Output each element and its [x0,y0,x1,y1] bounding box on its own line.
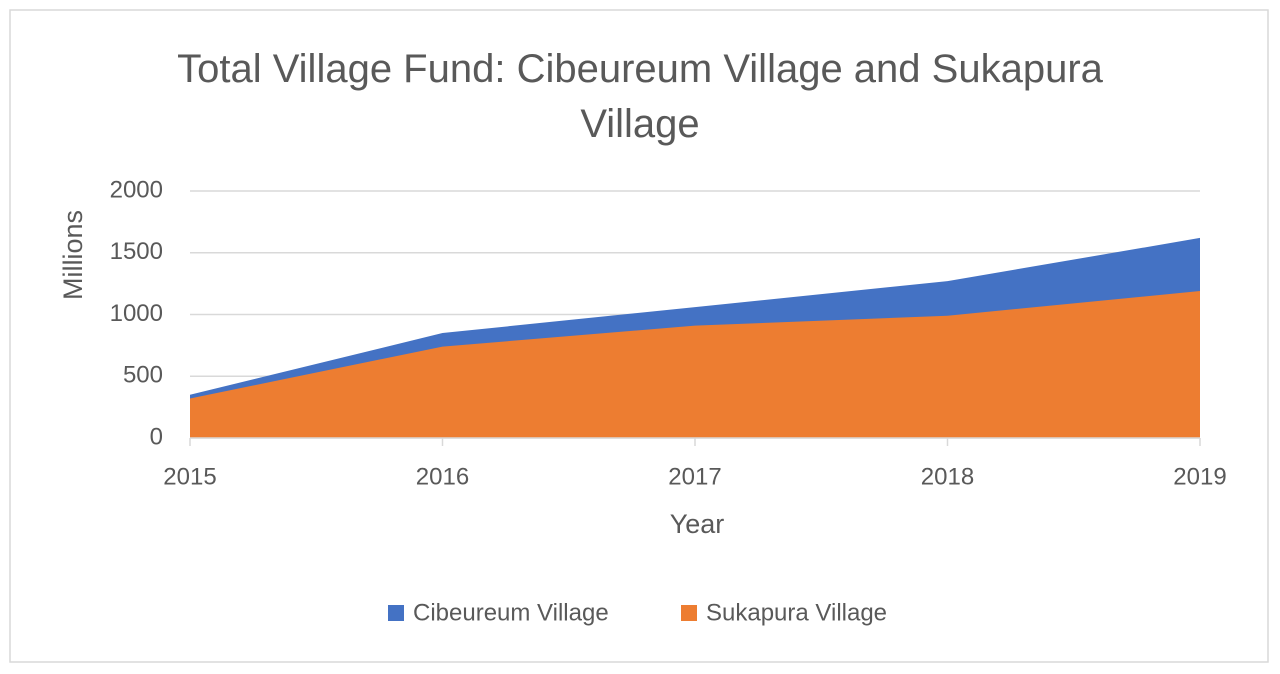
chart-title: Total Village Fund: Cibeureum Village an… [177,47,1103,146]
area [190,291,1200,438]
y-tick-label: 2000 [110,176,163,203]
x-tick-label: 2017 [668,463,721,490]
x-tick-label: 2019 [1173,463,1226,490]
x-tick-label: 2018 [921,463,974,490]
y-axis-title: Millions [58,210,88,300]
y-tick-label: 0 [150,423,163,450]
x-tick-label: 2016 [416,463,469,490]
legend-label: Sukapura Village [706,599,887,626]
y-tick-label: 1000 [110,300,163,327]
legend-label: Cibeureum Village [413,599,609,626]
x-axis-title: Year [670,509,725,539]
legend-swatch [388,605,404,621]
legend-swatch [681,605,697,621]
x-tick-label: 2015 [163,463,216,490]
y-tick-label: 500 [123,362,163,389]
y-tick-label: 1500 [110,238,163,265]
